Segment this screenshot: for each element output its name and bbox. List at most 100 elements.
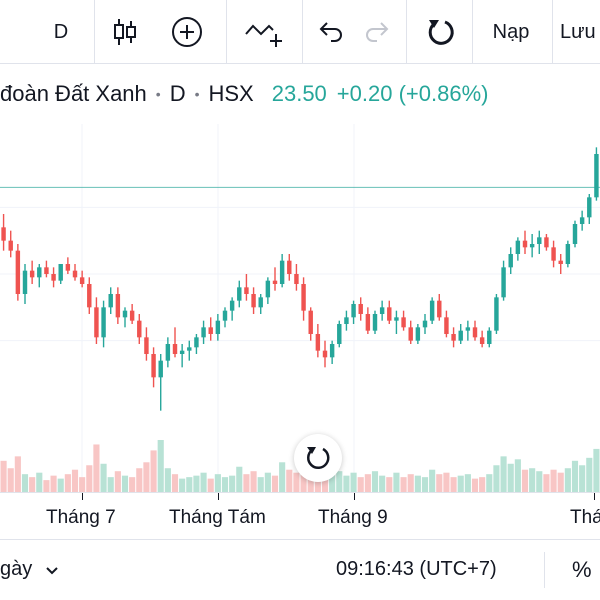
- candle-body: [215, 320, 221, 334]
- candle-body: [22, 270, 28, 294]
- bottom-bar: gày 09:16:43 (UTC+7) %: [0, 540, 600, 600]
- toolbar-divider: [406, 0, 407, 64]
- candle-body: [394, 317, 399, 321]
- candle-body: [115, 294, 121, 318]
- candle-body: [465, 327, 471, 331]
- compare-button[interactable]: [236, 0, 292, 64]
- volume-bar: [157, 440, 164, 492]
- date-range-label: gày: [0, 558, 33, 580]
- volume-bar: [79, 477, 86, 492]
- legend-change: +0.20 (+0.86%): [336, 81, 489, 106]
- candle-body: [415, 327, 421, 341]
- volume-bar: [107, 477, 114, 492]
- candle-body: [422, 320, 428, 328]
- candle-body: [272, 280, 278, 284]
- volume-bar: [514, 459, 521, 492]
- volume-bar: [486, 474, 493, 492]
- volume-bar: [236, 466, 243, 492]
- volume-bar: [536, 471, 543, 492]
- candle-body: [501, 267, 506, 298]
- candle-body: [144, 337, 149, 354]
- volume-bar: [507, 463, 514, 492]
- volume-bar: [343, 475, 350, 492]
- symbol-legend[interactable]: đoàn Đất Xanh • D • HSX 23.50 +0.20 (+0.…: [0, 78, 488, 110]
- volume-bar: [429, 469, 436, 492]
- candle-body: [379, 307, 385, 314]
- candle-body: [429, 300, 435, 321]
- toolbar-divider: [94, 0, 95, 64]
- volume-bar: [164, 468, 171, 492]
- volume-bar: [221, 477, 229, 492]
- volume-bar: [57, 478, 64, 492]
- reload-button[interactable]: [414, 0, 466, 64]
- volume-bar: [193, 475, 200, 492]
- redo-button[interactable]: [356, 0, 398, 64]
- import-button[interactable]: Nạp: [478, 0, 544, 64]
- volume-bar: [50, 475, 57, 492]
- candle-body: [344, 317, 349, 324]
- candlestick-icon: [114, 19, 136, 45]
- candle-body: [487, 330, 492, 344]
- volume-bar: [457, 475, 464, 492]
- volume-bar: [350, 472, 357, 492]
- candle-body: [579, 217, 585, 224]
- candle-body: [472, 327, 478, 338]
- symbol-name: đoàn Đất Xanh: [0, 81, 147, 106]
- volume-bar: [450, 477, 457, 492]
- candle-body: [129, 310, 135, 321]
- candle-body: [515, 240, 521, 254]
- candle-body: [279, 260, 285, 284]
- volume-bar: [493, 465, 500, 492]
- volume-bar: [357, 477, 364, 492]
- reset-chart-button[interactable]: [294, 434, 342, 482]
- volume-bar: [579, 465, 586, 492]
- volume-bar: [0, 460, 7, 492]
- interval-button[interactable]: D: [38, 0, 84, 64]
- save-button[interactable]: Lưu: [560, 0, 600, 64]
- candle-body: [265, 280, 271, 298]
- volume-bar: [250, 471, 257, 492]
- candle-body: [458, 330, 463, 341]
- candle-body: [444, 317, 449, 334]
- clock-timezone[interactable]: 09:16:43 (UTC+7): [336, 558, 497, 580]
- volume-bar: [200, 472, 207, 492]
- candle-body: [437, 300, 442, 318]
- candle-body: [358, 304, 363, 314]
- time-axis[interactable]: Tháng 7 Tháng Tám Tháng 9 Thá: [0, 492, 600, 540]
- price-chart[interactable]: [0, 124, 600, 492]
- volume-bar: [114, 471, 121, 492]
- candle-body: [322, 350, 328, 358]
- candle-body: [237, 287, 242, 301]
- candle-body: [558, 260, 563, 264]
- candle-body: [158, 360, 163, 378]
- volume-bar: [471, 478, 479, 492]
- redo-icon: [366, 22, 389, 42]
- candle-body: [351, 304, 356, 318]
- volume-bar: [329, 474, 336, 492]
- candle-body: [494, 297, 499, 331]
- candle-body: [122, 310, 128, 318]
- percent-scale-toggle[interactable]: %: [572, 557, 592, 582]
- date-range-selector[interactable]: gày: [0, 558, 62, 581]
- volume-bar: [443, 472, 450, 492]
- reset-icon: [307, 447, 330, 470]
- volume-bar: [593, 448, 600, 492]
- x-label-next: Thá: [570, 507, 600, 528]
- candle-body: [208, 327, 213, 334]
- volume-bar: [400, 477, 407, 492]
- rotate-icon: [428, 20, 454, 45]
- candle-body: [401, 317, 406, 328]
- undo-button[interactable]: [310, 0, 352, 64]
- volume-bar: [564, 468, 571, 492]
- volume-bar: [14, 456, 21, 492]
- import-label: Nạp: [492, 20, 530, 43]
- volume-bar: [279, 462, 286, 492]
- volume-bar: [179, 478, 186, 492]
- candle-body: [551, 247, 556, 261]
- volume-bar: [336, 471, 343, 492]
- candle-body: [108, 294, 113, 308]
- indicators-button[interactable]: [162, 0, 212, 64]
- candle-body: [8, 240, 13, 251]
- volume-bar: [43, 480, 50, 492]
- chart-type-button[interactable]: [100, 0, 150, 64]
